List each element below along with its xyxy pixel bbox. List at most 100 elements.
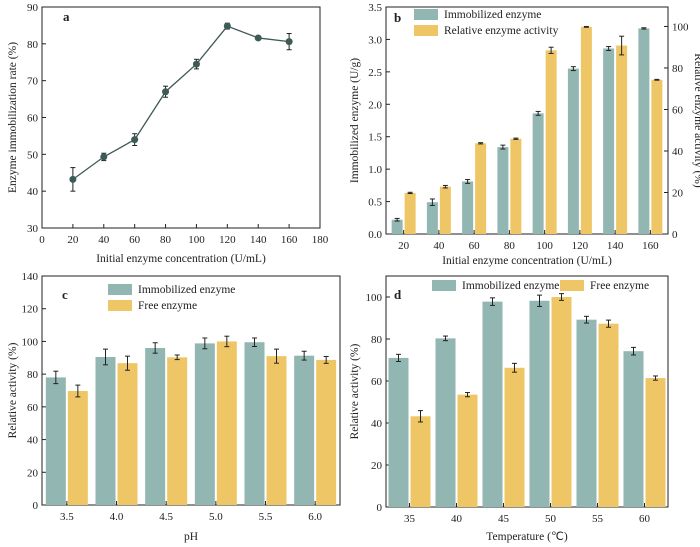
panel-a-letter: a [63, 9, 70, 24]
panel-c-legend-0-label: Immobilized enzyme [138, 284, 235, 296]
panel-c-xtick-label-5: 6.0 [308, 511, 322, 523]
panel-c-bar-s1-3 [216, 341, 237, 505]
panel-b-bar-s1-1 [439, 186, 451, 234]
panel-c-bar-s0-3 [194, 343, 215, 505]
panel-b-legend-0-swatch [414, 9, 438, 20]
panel-a-xtick-label-3: 60 [129, 234, 141, 246]
panel-a-ytick-label-0: 30 [27, 223, 39, 235]
panel-d-legend-1-label: Free enzyme [590, 280, 649, 292]
panel-d-ytick-label-1: 20 [371, 460, 383, 472]
panel-b-left-ytick-label-4: 2.0 [368, 99, 382, 111]
panel-a-point-2 [131, 136, 139, 144]
panel-b-right-ytick-label-2: 40 [672, 146, 684, 158]
panel-a-ytick-label-6: 90 [27, 2, 39, 14]
panel-b-left-ytick-label-7: 3.5 [368, 2, 382, 14]
panel-b-bar-s0-5 [567, 68, 579, 234]
panel-c-ytick-label-3: 60 [27, 402, 39, 414]
panel-a-ytick-label-3: 60 [27, 113, 39, 125]
panel-c-ytick-label-0: 0 [33, 500, 39, 512]
panel-b-left-ytick-label-2: 1.0 [368, 164, 382, 176]
panel-d-bar-s1-0 [410, 416, 431, 507]
panel-d-bar-s1-3 [551, 297, 572, 507]
panel-c-ylabel: Relative activity (%) [7, 342, 19, 438]
panel-c-bar-s1-5 [316, 359, 337, 505]
panel-a-point-5 [223, 22, 231, 30]
panel-b: 0.0 0.5 1.0 1.5 2.0 2.5 3.0 3.5 0 20 40 60 80 100 20 40… [349, 2, 700, 267]
panel-c-bar-s1-2 [167, 357, 188, 505]
panel-b-right-ytick-label-1: 20 [672, 187, 684, 199]
panel-b-bar-s0-4 [532, 113, 544, 234]
panel-d-ylabel: Relative activity (%) [349, 343, 361, 439]
panel-c-bar-s0-2 [145, 347, 166, 505]
panel-b-bar-s0-3 [497, 147, 509, 234]
panel-d-bar-s1-2 [504, 367, 525, 507]
panel-a-ytick-label-2: 50 [27, 149, 39, 161]
panel-a-ytick-label-4: 70 [27, 76, 39, 88]
panel-b-ylabel-right: Relative enzyme activity (%) [692, 53, 700, 188]
panel-b-xtick-label-1: 40 [433, 240, 445, 252]
panel-c-legend-0-swatch [108, 284, 132, 295]
panel-a-point-1 [100, 153, 108, 161]
panel-d-ytick-label-4: 80 [371, 334, 383, 346]
panel-b-right-ytick-label-4: 80 [672, 63, 684, 75]
panel-b-bar-s1-2 [475, 143, 487, 234]
panel-b-xtick-label-0: 20 [398, 240, 410, 252]
panel-c-xtick-label-4: 5.5 [259, 511, 273, 523]
panel-d-xtick-label-0: 35 [404, 513, 416, 525]
panel-c-xtick-label-3: 5.0 [209, 511, 223, 523]
panel-c-ytick-label-7: 140 [22, 271, 39, 283]
panel-a-ylabel: Enzyme immobilization rate (%) [7, 42, 19, 193]
panel-b-frame [385, 6, 669, 235]
panel-a-xtick-label-4: 80 [160, 234, 172, 246]
panel-b-left-ytick-label-0: 0.0 [368, 229, 382, 241]
panel-a-xtick-label-1: 20 [67, 234, 79, 246]
panel-a-series-line [72, 25, 290, 180]
panel-c-xlabel: pH [184, 531, 198, 543]
panel-c-legend-1-label: Free enzyme [138, 300, 197, 312]
panel-a: 0 20 40 60 80 100 120 140 160 180 30 40 50 60 70 80 90 a I… [7, 2, 329, 265]
panel-c-xtick-label-1: 4.0 [110, 511, 124, 523]
panel-a-xtick-label-5: 100 [188, 234, 205, 246]
panel-a-xtick-label-6: 120 [219, 234, 236, 246]
panel-a-point-3 [162, 88, 170, 96]
panel-b-left-ytick-label-5: 2.5 [368, 67, 382, 79]
panel-b-bar-s0-0 [391, 219, 403, 234]
panel-a-xtick-label-0: 0 [39, 234, 45, 246]
panel-d-xtick-label-4: 55 [592, 513, 604, 525]
panel-c-bar-s0-1 [95, 356, 116, 505]
panel-a-xtick-label-2: 40 [98, 234, 110, 246]
panel-c-ytick-label-5: 100 [22, 336, 39, 348]
panel-a-ytick-label-1: 40 [27, 186, 39, 198]
panel-b-bar-s1-5 [580, 26, 592, 235]
panel-c-ytick-label-1: 20 [27, 467, 39, 479]
panel-d-bar-s1-4 [598, 323, 619, 507]
panel-a-point-0 [69, 175, 77, 183]
panel-b-xtick-label-4: 100 [536, 240, 553, 252]
panel-d-ytick-label-5: 100 [366, 292, 383, 304]
panel-b-right-ytick-label-3: 60 [672, 104, 684, 116]
panel-b-bar-s1-3 [510, 138, 522, 234]
panel-a-xtick-label-9: 180 [312, 234, 329, 246]
panel-b-bar-s0-6 [603, 48, 615, 234]
panel-d-xtick-label-1: 40 [451, 513, 463, 525]
panel-d-bar-s0-2 [482, 301, 503, 507]
panel-c-bar-s1-0 [67, 390, 88, 505]
panel-a-point-6 [254, 34, 262, 42]
panel-c: 0 20 40 60 80 100 120 140 3.5 4.0 4.5 5.0 5.5 6.0 c Imm… [7, 271, 341, 543]
panel-b-left-ytick-label-6: 3.0 [368, 34, 382, 46]
panel-b-bar-s0-1 [426, 202, 438, 234]
panel-d: 0 20 40 60 80 100 35 40 45 50 55 60 d Immobilized enz… [349, 275, 669, 543]
panel-c-ytick-label-2: 40 [27, 435, 39, 447]
panel-a-ytick-label-5: 80 [27, 39, 39, 51]
panel-b-left-ytick-label-1: 0.5 [368, 197, 382, 209]
panel-d-ytick-label-2: 40 [371, 418, 383, 430]
panel-b-right-ytick-label-5: 100 [672, 21, 689, 33]
panel-b-xtick-label-3: 80 [504, 240, 516, 252]
panel-b-letter: b [394, 10, 401, 25]
panel-d-ytick-label-3: 60 [371, 376, 383, 388]
panel-b-bar-s1-7 [651, 79, 663, 234]
panel-b-left-ytick-label-3: 1.5 [368, 132, 382, 144]
panel-b-bar-s0-7 [638, 28, 650, 234]
panel-b-ylabel: Immobilized enzyme (U/g) [349, 58, 361, 183]
